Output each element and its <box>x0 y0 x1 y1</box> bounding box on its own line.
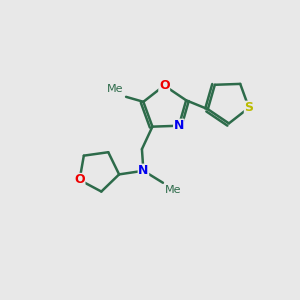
Text: Me: Me <box>164 185 181 195</box>
Text: N: N <box>174 119 184 132</box>
Text: S: S <box>244 101 253 114</box>
Text: O: O <box>74 173 85 187</box>
Text: O: O <box>159 79 169 92</box>
Text: N: N <box>138 164 148 177</box>
Text: Me: Me <box>106 84 123 94</box>
